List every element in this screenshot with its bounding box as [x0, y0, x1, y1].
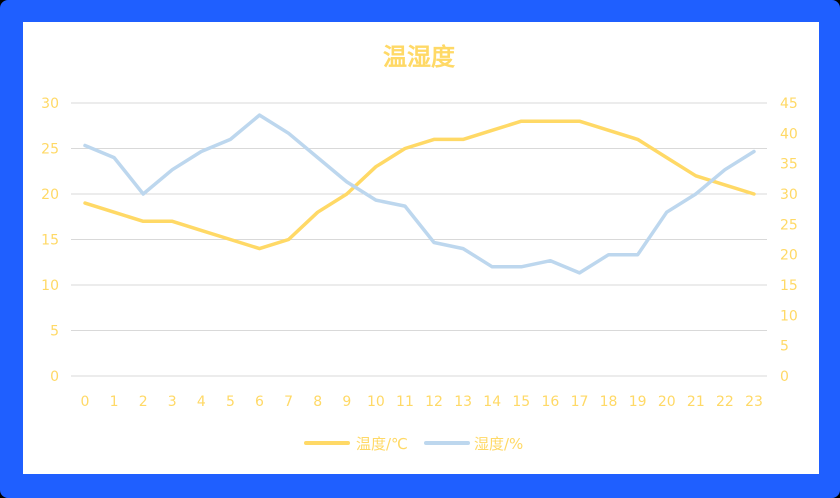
left-tick-label: 30: [41, 96, 59, 112]
right-tick-label: 45: [780, 96, 798, 112]
x-tick-label: 0: [81, 394, 90, 410]
x-tick-label: 8: [313, 394, 322, 410]
series-lines: [83, 113, 756, 275]
right-tick-label: 10: [780, 308, 798, 324]
right-tick-label: 40: [780, 126, 798, 142]
x-tick-label: 4: [197, 394, 206, 410]
left-tick-label: 15: [41, 233, 59, 249]
x-tick-label: 20: [658, 394, 676, 410]
x-tick-label: 9: [342, 394, 351, 410]
right-tick-label: 0: [780, 369, 789, 385]
left-tick-label: 10: [41, 278, 59, 294]
x-tick-label: 2: [139, 394, 148, 410]
right-tick-label: 20: [780, 248, 798, 264]
x-tick-label: 14: [483, 394, 501, 410]
x-tick-label: 6: [255, 394, 264, 410]
x-tick-label: 17: [571, 394, 589, 410]
left-tick-label: 20: [41, 187, 59, 203]
right-tick-label: 5: [780, 339, 789, 355]
x-tick-label: 10: [367, 394, 385, 410]
legend-label: 温度/℃: [356, 435, 408, 453]
legend-label: 湿度/%: [474, 435, 523, 453]
left-tick-label: 5: [50, 324, 59, 340]
x-tick-label: 19: [629, 394, 647, 410]
series-line-temperature: [83, 119, 756, 251]
left-tick-label: 25: [41, 142, 59, 158]
gridlines: [71, 102, 767, 377]
x-tick-label: 13: [454, 394, 472, 410]
chart-title: 温湿度: [383, 42, 456, 71]
x-tick-label: 15: [512, 394, 530, 410]
x-tick-label: 18: [600, 394, 618, 410]
legend: 温度/℃ 湿度/%: [304, 435, 523, 453]
x-tick-label: 11: [396, 394, 414, 410]
right-tick-label: 35: [780, 157, 798, 173]
right-axis-ticks: 0 5 10 15 20 25 30 35 40 45: [780, 96, 798, 385]
x-tick-label: 23: [745, 394, 763, 410]
right-tick-label: 15: [780, 278, 798, 294]
series-line-humidity: [83, 113, 756, 275]
x-tick-label: 16: [541, 394, 559, 410]
right-tick-label: 30: [780, 187, 798, 203]
right-tick-label: 25: [780, 217, 798, 233]
left-axis-ticks: 0 5 10 15 20 25 30: [41, 96, 59, 385]
x-tick-label: 3: [168, 394, 177, 410]
left-tick-label: 0: [50, 369, 59, 385]
x-tick-label: 21: [687, 394, 705, 410]
x-tick-label: 5: [226, 394, 235, 410]
x-tick-label: 7: [284, 394, 293, 410]
x-tick-label: 1: [110, 394, 119, 410]
x-tick-label: 12: [425, 394, 443, 410]
x-tick-label: 22: [716, 394, 734, 410]
x-axis-ticks: 0 1 2 3 4 5 6 7 8 9 10 11 12 13 14 15 16 17 18 19 20 21 22 23: [81, 394, 763, 410]
